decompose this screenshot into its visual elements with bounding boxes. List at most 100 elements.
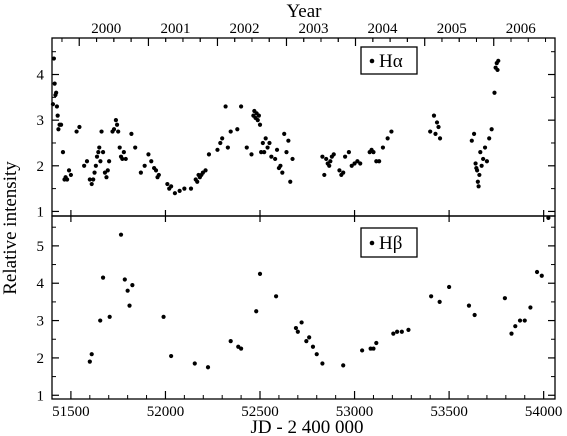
- halpha-data-point: [218, 140, 223, 146]
- year-tick-label: 2001: [160, 21, 190, 37]
- hbeta-data-point: [546, 215, 551, 220]
- halpha-data-point: [284, 150, 289, 155]
- hbeta-data-point: [107, 314, 112, 319]
- halpha-data-point: [341, 170, 346, 175]
- hbeta-data-point: [314, 352, 319, 357]
- hbeta-data-point: [295, 329, 300, 334]
- halpha-data-point: [102, 170, 108, 175]
- hbeta-legend-label: Hβ: [379, 233, 402, 254]
- halpha-data-point: [322, 172, 327, 178]
- halpha-data-point: [182, 186, 187, 191]
- hbeta-y-tick-label: 5: [37, 239, 45, 255]
- halpha-data-point: [50, 102, 56, 107]
- halpha-data-point: [177, 188, 182, 193]
- halpha-data-point: [327, 163, 332, 168]
- halpha-data-point: [113, 118, 119, 123]
- chart-marks: 1 2 3 4 1 2 3 4 5 51500 52000 52500 53000 53500 54000 2…: [37, 21, 563, 420]
- halpha-data-point: [117, 145, 122, 150]
- halpha-data-point: [228, 129, 233, 134]
- hbeta-data-point: [254, 309, 259, 314]
- hbeta-data-point: [437, 299, 442, 304]
- hbeta-data-point: [161, 314, 166, 319]
- halpha-data-point: [223, 104, 228, 109]
- halpha-data-point: [225, 145, 230, 150]
- halpha-data-point: [262, 150, 267, 155]
- halpha-data-point: [495, 67, 500, 73]
- halpha-data-point: [282, 131, 287, 136]
- x-tick-label: 53500: [430, 404, 468, 420]
- hbeta-data-point: [169, 353, 174, 359]
- halpha-data-point: [484, 159, 490, 164]
- hbeta-data-point: [509, 331, 514, 336]
- halpha-data-point: [58, 122, 64, 127]
- halpha-data-point: [249, 152, 254, 157]
- hbeta-legend-marker: [369, 240, 375, 246]
- halpha-data-point: [54, 90, 59, 95]
- halpha-data-point: [290, 156, 295, 162]
- y-axis-title: Relative intensity: [0, 161, 21, 295]
- halpha-data-point: [120, 156, 125, 162]
- year-tick-label: 2004: [368, 21, 399, 37]
- halpha-data-point: [320, 154, 325, 159]
- halpha-data-point: [263, 136, 268, 141]
- halpha-data-point: [274, 147, 280, 152]
- halpha-data-point: [203, 168, 208, 173]
- halpha-y-tick-label: 1: [37, 204, 45, 220]
- hbeta-data-point: [371, 346, 376, 351]
- halpha-data-point: [138, 170, 143, 175]
- halpha-data-point: [56, 127, 61, 132]
- hbeta-data-point: [517, 318, 523, 323]
- hbeta-data-point: [395, 329, 400, 334]
- halpha-data-point: [437, 136, 443, 141]
- halpha-data-point: [195, 179, 200, 184]
- hbeta-data-point: [98, 318, 103, 323]
- year-tick-label: 2003: [298, 21, 328, 37]
- halpha-data-point: [133, 145, 138, 150]
- halpha-data-point: [65, 177, 70, 182]
- hbeta-data-point: [391, 331, 396, 336]
- halpha-data-point: [267, 140, 272, 146]
- halpha-data-point: [84, 159, 90, 164]
- halpha-data-point: [482, 145, 488, 150]
- hbeta-data-point: [304, 339, 309, 344]
- halpha-data-point: [477, 172, 482, 178]
- hbeta-data-point: [539, 273, 544, 278]
- halpha-data-point: [77, 124, 82, 130]
- hbeta-data-point: [307, 335, 312, 340]
- halpha-data-point: [278, 163, 283, 168]
- halpha-data-point: [54, 104, 60, 109]
- halpha-data-point: [349, 163, 354, 168]
- halpha-data-point: [142, 163, 147, 168]
- top-axis-title: Year: [286, 1, 322, 22]
- halpha-data-point: [389, 129, 394, 134]
- halpha-data-point: [255, 118, 260, 123]
- halpha-data-point: [91, 177, 96, 182]
- halpha-data-point: [355, 159, 360, 164]
- halpha-data-point: [433, 131, 438, 136]
- hbeta-data-point: [122, 277, 127, 282]
- year-tick-label: 2006: [506, 21, 537, 37]
- halpha-data-point: [165, 181, 170, 187]
- halpha-y-tick-label: 4: [37, 68, 45, 84]
- halpha-data-point: [343, 154, 348, 159]
- hbeta-data-point: [528, 305, 533, 310]
- hbeta-data-point: [472, 312, 477, 318]
- halpha-data-point: [123, 156, 128, 162]
- hbeta-data-point: [192, 361, 197, 366]
- halpha-data-point: [99, 129, 104, 134]
- halpha-data-point: [331, 152, 336, 157]
- halpha-data-point: [89, 181, 94, 187]
- x-tick-label: 51500: [52, 404, 90, 420]
- hbeta-y-tick-label: 3: [37, 314, 45, 330]
- halpha-data-point: [473, 161, 478, 166]
- halpha-data-point: [172, 191, 178, 196]
- hbeta-data-point: [100, 275, 106, 280]
- halpha-data-point: [487, 136, 492, 141]
- halpha-data-point: [346, 150, 351, 155]
- halpha-data-point: [474, 168, 480, 173]
- halpha-data-point: [93, 163, 98, 168]
- hbeta-data-point: [127, 303, 132, 308]
- halpha-data-point: [371, 150, 376, 155]
- hbeta-data-point: [228, 339, 233, 344]
- halpha-data-point: [105, 168, 110, 173]
